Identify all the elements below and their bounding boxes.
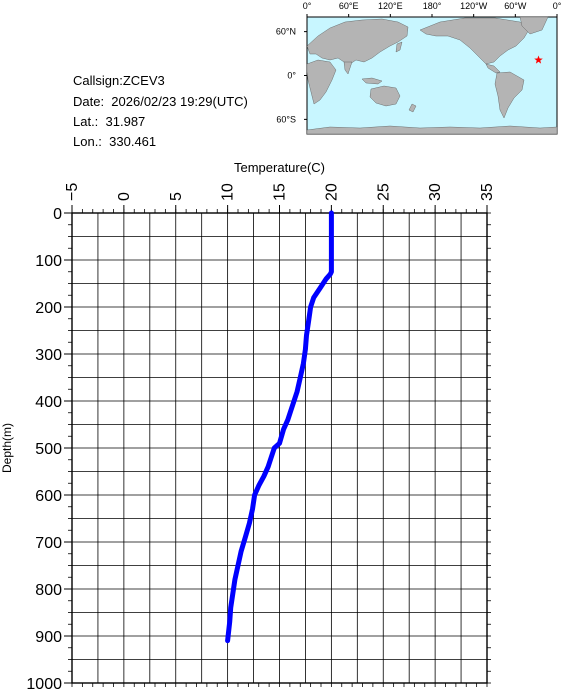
map-longitude-label: 60°W [504,1,527,11]
temperature-profile-point [228,620,231,624]
temperature-profile-point [282,428,285,431]
map-latitude-label: 60°S [276,114,296,124]
map-land [306,16,558,135]
y-tick-label: 200 [35,300,62,317]
temperature-profile-point [236,564,240,567]
map-longitude-label: 120°W [460,1,488,11]
temperature-profile-point [233,578,237,581]
temperature-profile-point [244,536,247,539]
x-tick-label: 15 [272,183,289,201]
x-tick-label: 0 [116,192,133,201]
x-tick-labels: −5 0 5 10 15 20 25 30 35 [64,183,496,201]
x-axis-title: Temperature(C) [234,160,325,175]
temperature-profile-point [231,592,235,595]
temperature-profile-point [262,475,266,478]
temperature-profile-point [229,606,232,609]
x-tick-label: 30 [427,183,444,201]
date-label: Date: 2026/02/23 19:29(UTC) [73,94,248,109]
x-tick-label: 25 [375,183,392,201]
temperature-profile-point [312,296,315,299]
y-axis-title: Depth(m) [0,423,14,473]
temperature-profile-point [330,270,333,273]
y-tick-label: 600 [35,488,62,505]
y-tick-label: 300 [35,347,62,364]
x-tick-label: 10 [220,183,237,201]
map-land-india [343,61,353,75]
temperature-profile-point [324,277,328,280]
temperature-profile-line [225,210,334,644]
y-tick-label: 700 [35,535,62,552]
callsign-label: Callsign:ZCEV3 [73,73,165,88]
plot-frame [71,212,488,684]
temperature-profile-point [299,376,302,379]
map-land-greenland [519,16,549,35]
temperature-profile-point [278,442,281,445]
longitude-label: Lon.: 330.461 [73,134,157,149]
series-layer [225,210,334,644]
temperature-profile-point [304,348,307,351]
x-tick-label: 35 [479,183,496,201]
temperature-profile-point [330,211,333,215]
map-longitude-label: 120°E [378,1,403,11]
map-land-africa [306,59,337,105]
map-land-antarctica [306,125,558,135]
map-longitude-label: 0° [303,1,312,11]
map-land-north-america [419,17,531,65]
temperature-profile-point [302,362,305,365]
y-tick-label: 400 [35,394,62,411]
temperature-profile-point [289,409,293,412]
map-land-eurasia [306,18,409,65]
x-tick-label: 20 [323,183,340,201]
x-tick-label: 5 [168,192,185,201]
y-tick-label: 100 [35,253,62,270]
world-map: 0° 60°E 120°E 180° 120°W 60°W 0° 60°N 0° 60°S [276,1,562,135]
temperature-profile-point [266,465,270,468]
map-land-indonesia [361,77,383,85]
y-tick-labels: 0 100 200 300 400 500 600 700 800 900 1000 [26,206,62,690]
map-land-central-america [485,63,501,74]
y-tick-label: 500 [35,441,62,458]
map-top-labels: 0° 60°E 120°E 180° 120°W 60°W 0° [303,1,562,17]
latitude-label: Lat.: 31.987 [73,114,146,129]
map-latitude-label: 0° [287,71,296,81]
map-land-japan [395,41,403,53]
temperature-profile-point [309,305,312,309]
map-longitude-label: 0° [553,1,562,11]
temperature-profile-point [307,319,310,323]
y-tick-label: 0 [53,206,62,223]
y-tick-label: 900 [35,629,62,646]
temperature-profile-point [286,418,289,421]
map-left-labels: 60°N 0° 60°S [276,27,307,124]
map-star-marker-icon [534,55,543,64]
x-tick-label: −5 [64,183,81,201]
map-longitude-label: 60°E [339,1,359,11]
temperature-profile-point [273,446,276,450]
map-latitude-label: 60°N [276,27,296,37]
map-land-south-america [494,71,525,119]
temperature-profile-point [329,272,332,276]
temperature-profile-point [295,390,299,393]
profile-chart: −5 0 5 10 15 20 25 30 35 01002003004005006007008… [0,160,496,690]
y-tick-label: 800 [35,582,62,599]
temperature-profile-point [239,550,243,553]
temperature-profile-point [253,493,256,497]
temperature-profile-point [270,456,273,459]
temperature-profile-point [257,484,260,487]
map-land-new-zealand [408,103,417,113]
temperature-profile-point [251,507,254,511]
map-land-australia [369,85,401,107]
temperature-profile-point [292,399,296,403]
temperature-profile-point [226,639,229,642]
temperature-profile-point [318,287,322,290]
temperature-profile-point [305,334,308,337]
map-longitude-label: 180° [423,1,442,11]
temperature-profile-point [248,522,251,525]
chart-grid [72,213,487,683]
y-tick-label: 1000 [26,676,62,690]
